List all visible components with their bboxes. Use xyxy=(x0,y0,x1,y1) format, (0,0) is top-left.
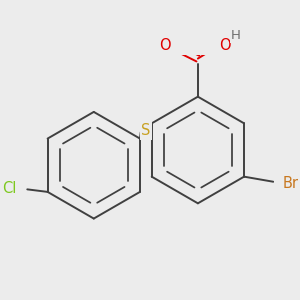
Text: Cl: Cl xyxy=(2,181,17,196)
Text: O: O xyxy=(159,38,171,53)
Text: H: H xyxy=(231,29,241,42)
Text: S: S xyxy=(141,124,151,139)
Text: Br: Br xyxy=(283,176,299,190)
Text: O: O xyxy=(219,38,230,53)
